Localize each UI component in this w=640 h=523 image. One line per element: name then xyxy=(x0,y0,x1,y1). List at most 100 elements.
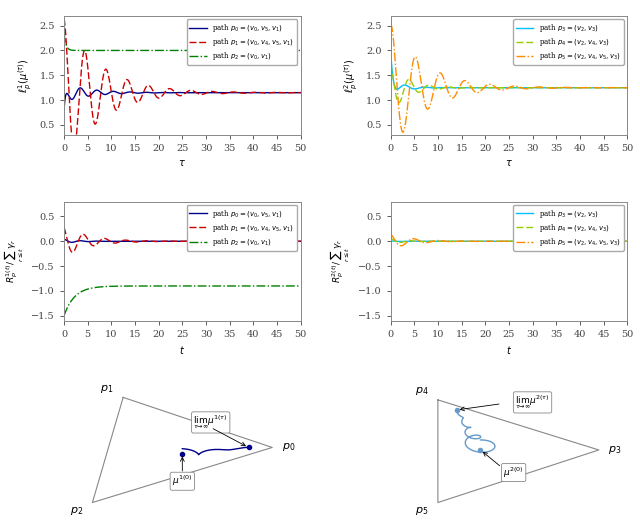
path $p_2 = (v_0, v_1)$ xyxy=(151,283,159,289)
Text: $p_5$: $p_5$ xyxy=(415,505,428,517)
path $p_3 = (v_2, v_3)$ xyxy=(387,237,394,244)
Text: $\lim_{\tau\to\infty} \mu^{1(\tau)}$: $\lim_{\tau\to\infty} \mu^{1(\tau)}$ xyxy=(193,414,228,431)
Line: path $p_5 = (v_2, v_4, v_5, v_3)$: path $p_5 = (v_2, v_4, v_5, v_3)$ xyxy=(390,24,627,132)
Line: path $p_5 = (v_2, v_4, v_5, v_3)$: path $p_5 = (v_2, v_4, v_5, v_3)$ xyxy=(390,234,627,246)
Text: $p_2$: $p_2$ xyxy=(70,505,83,517)
path $p_1 = (v_0, v_4, v_5, v_1)$ xyxy=(101,235,109,242)
path $p_4 = (v_2, v_4, v_3)$ xyxy=(488,238,495,244)
path $p_1 = (v_0, v_4, v_5, v_1)$ xyxy=(161,89,169,95)
path $p_2 = (v_0, v_1)$ xyxy=(161,47,169,53)
path $p_1 = (v_0, v_4, v_5, v_1)$ xyxy=(267,89,275,96)
path $p_0 = (v_0, v_5, v_1)$ xyxy=(87,238,95,245)
path $p_2 = (v_0, v_1)$ xyxy=(267,283,275,289)
path $p_1 = (v_0, v_4, v_5, v_1)$ xyxy=(151,91,159,97)
path $p_1 = (v_0, v_4, v_5, v_1)$ xyxy=(267,238,275,244)
Y-axis label: $R_p^{1(t)}/\sum_{r \leq t} \gamma_r$: $R_p^{1(t)}/\sum_{r \leq t} \gamma_r$ xyxy=(2,239,26,283)
path $p_4 = (v_2, v_4, v_3)$ xyxy=(623,85,631,91)
path $p_5 = (v_2, v_4, v_5, v_3)$ xyxy=(397,243,405,249)
path $p_2 = (v_0, v_1)$ xyxy=(87,47,95,53)
path $p_2 = (v_0, v_1)$ xyxy=(297,47,305,53)
path $p_0 = (v_0, v_5, v_1)$ xyxy=(76,85,84,91)
path $p_3 = (v_2, v_3)$ xyxy=(593,85,601,91)
X-axis label: $\tau$: $\tau$ xyxy=(505,158,513,168)
path $p_0 = (v_0, v_5, v_1)$ xyxy=(60,107,68,113)
path $p_0 = (v_0, v_5, v_1)$ xyxy=(151,238,159,244)
path $p_5 = (v_2, v_4, v_5, v_3)$ xyxy=(477,87,485,94)
Text: $\mu^{1(0)}$: $\mu^{1(0)}$ xyxy=(172,474,193,488)
path $p_3 = (v_2, v_3)$ xyxy=(477,238,485,244)
path $p_1 = (v_0, v_4, v_5, v_1)$ xyxy=(87,99,95,105)
Text: $\mu^{2(0)}$: $\mu^{2(0)}$ xyxy=(503,465,524,480)
path $p_4 = (v_2, v_4, v_3)$ xyxy=(428,83,436,89)
path $p_5 = (v_2, v_4, v_5, v_3)$ xyxy=(387,231,394,237)
path $p_1 = (v_0, v_4, v_5, v_1)$ xyxy=(297,238,305,244)
path $p_0 = (v_0, v_5, v_1)$ xyxy=(292,238,300,244)
path $p_5 = (v_2, v_4, v_5, v_3)$ xyxy=(428,238,436,245)
path $p_1 = (v_0, v_4, v_5, v_1)$ xyxy=(101,66,109,73)
path $p_1 = (v_0, v_4, v_5, v_1)$ xyxy=(87,241,95,247)
path $p_3 = (v_2, v_3)$ xyxy=(488,238,495,244)
path $p_4 = (v_2, v_4, v_3)$ xyxy=(396,240,404,246)
path $p_0 = (v_0, v_5, v_1)$ xyxy=(87,92,95,98)
path $p_5 = (v_2, v_4, v_5, v_3)$ xyxy=(488,82,495,88)
Line: path $p_1 = (v_0, v_4, v_5, v_1)$: path $p_1 = (v_0, v_4, v_5, v_1)$ xyxy=(64,228,301,252)
Text: $p_1$: $p_1$ xyxy=(100,383,114,395)
path $p_5 = (v_2, v_4, v_5, v_3)$ xyxy=(399,129,407,135)
Legend: path $p_0 = (v_0, v_5, v_1)$, path $p_1 = (v_0, v_4, v_5, v_1)$, path $p_2 = (v_: path $p_0 = (v_0, v_5, v_1)$, path $p_1 … xyxy=(187,19,297,65)
Y-axis label: $\ell_p^1(\mu^{(\tau)})$: $\ell_p^1(\mu^{(\tau)})$ xyxy=(17,58,34,93)
path $p_0 = (v_0, v_5, v_1)$ xyxy=(297,238,305,244)
X-axis label: $t$: $t$ xyxy=(506,344,512,356)
path $p_5 = (v_2, v_4, v_5, v_3)$ xyxy=(428,96,436,103)
path $p_2 = (v_0, v_1)$ xyxy=(127,47,134,53)
Y-axis label: $R_p^{2(t)}/\sum_{r \leq t} \gamma_r$: $R_p^{2(t)}/\sum_{r \leq t} \gamma_r$ xyxy=(329,239,353,283)
path $p_1 = (v_0, v_4, v_5, v_1)$ xyxy=(292,89,300,96)
Y-axis label: $\ell_p^2(\mu^{(\tau)})$: $\ell_p^2(\mu^{(\tau)})$ xyxy=(343,58,360,93)
path $p_1 = (v_0, v_4, v_5, v_1)$ xyxy=(297,89,305,96)
path $p_4 = (v_2, v_4, v_3)$ xyxy=(414,89,422,95)
path $p_2 = (v_0, v_1)$ xyxy=(292,283,300,289)
path $p_4 = (v_2, v_4, v_3)$ xyxy=(623,238,631,244)
path $p_3 = (v_2, v_3)$ xyxy=(477,85,485,91)
path $p_2 = (v_0, v_1)$ xyxy=(151,47,159,53)
path $p_1 = (v_0, v_4, v_5, v_1)$ xyxy=(68,249,76,255)
path $p_2 = (v_0, v_1)$ xyxy=(161,283,169,289)
path $p_4 = (v_2, v_4, v_3)$ xyxy=(428,238,436,244)
path $p_5 = (v_2, v_4, v_5, v_3)$ xyxy=(477,238,485,244)
path $p_4 = (v_2, v_4, v_3)$ xyxy=(387,61,394,67)
path $p_5 = (v_2, v_4, v_5, v_3)$ xyxy=(414,237,422,243)
Line: path $p_3 = (v_2, v_3)$: path $p_3 = (v_2, v_3)$ xyxy=(390,241,627,242)
path $p_1 = (v_0, v_4, v_5, v_1)$ xyxy=(70,146,78,152)
path $p_5 = (v_2, v_4, v_5, v_3)$ xyxy=(593,238,601,244)
Text: $\lim_{\tau\to\infty} \mu^{2(\tau)}$: $\lim_{\tau\to\infty} \mu^{2(\tau)}$ xyxy=(515,394,550,411)
Line: path $p_2 = (v_0, v_1)$: path $p_2 = (v_0, v_1)$ xyxy=(64,33,301,50)
path $p_3 = (v_2, v_3)$ xyxy=(428,238,436,244)
path $p_4 = (v_2, v_4, v_3)$ xyxy=(395,99,403,106)
Line: path $p_0 = (v_0, v_5, v_1)$: path $p_0 = (v_0, v_5, v_1)$ xyxy=(64,240,301,242)
path $p_3 = (v_2, v_3)$ xyxy=(387,46,394,52)
path $p_2 = (v_0, v_1)$ xyxy=(292,47,300,53)
Text: $p_4$: $p_4$ xyxy=(415,385,428,397)
Line: path $p_2 = (v_0, v_1)$: path $p_2 = (v_0, v_1)$ xyxy=(64,286,301,316)
path $p_3 = (v_2, v_3)$ xyxy=(619,238,627,244)
path $p_0 = (v_0, v_5, v_1)$ xyxy=(267,238,275,244)
Line: path $p_3 = (v_2, v_3)$: path $p_3 = (v_2, v_3)$ xyxy=(390,49,627,89)
path $p_4 = (v_2, v_4, v_3)$ xyxy=(477,85,485,91)
Line: path $p_4 = (v_2, v_4, v_3)$: path $p_4 = (v_2, v_4, v_3)$ xyxy=(390,239,627,243)
path $p_1 = (v_0, v_4, v_5, v_1)$ xyxy=(292,238,300,244)
Line: path $p_0 = (v_0, v_5, v_1)$: path $p_0 = (v_0, v_5, v_1)$ xyxy=(64,88,301,110)
path $p_5 = (v_2, v_4, v_5, v_3)$ xyxy=(414,59,422,65)
path $p_5 = (v_2, v_4, v_5, v_3)$ xyxy=(619,85,627,91)
X-axis label: $t$: $t$ xyxy=(179,344,186,356)
path $p_3 = (v_2, v_3)$ xyxy=(593,238,601,244)
path $p_1 = (v_0, v_4, v_5, v_1)$ xyxy=(60,16,68,22)
path $p_5 = (v_2, v_4, v_5, v_3)$ xyxy=(623,238,631,244)
path $p_0 = (v_0, v_5, v_1)$ xyxy=(161,89,169,96)
path $p_5 = (v_2, v_4, v_5, v_3)$ xyxy=(619,238,627,244)
path $p_2 = (v_0, v_1)$ xyxy=(297,283,305,289)
path $p_4 = (v_2, v_4, v_3)$ xyxy=(593,238,601,244)
path $p_4 = (v_2, v_4, v_3)$ xyxy=(488,85,495,91)
path $p_5 = (v_2, v_4, v_5, v_3)$ xyxy=(387,20,394,27)
path $p_1 = (v_0, v_4, v_5, v_1)$ xyxy=(151,238,159,245)
path $p_3 = (v_2, v_3)$ xyxy=(396,238,403,245)
path $p_5 = (v_2, v_4, v_5, v_3)$ xyxy=(593,85,601,91)
